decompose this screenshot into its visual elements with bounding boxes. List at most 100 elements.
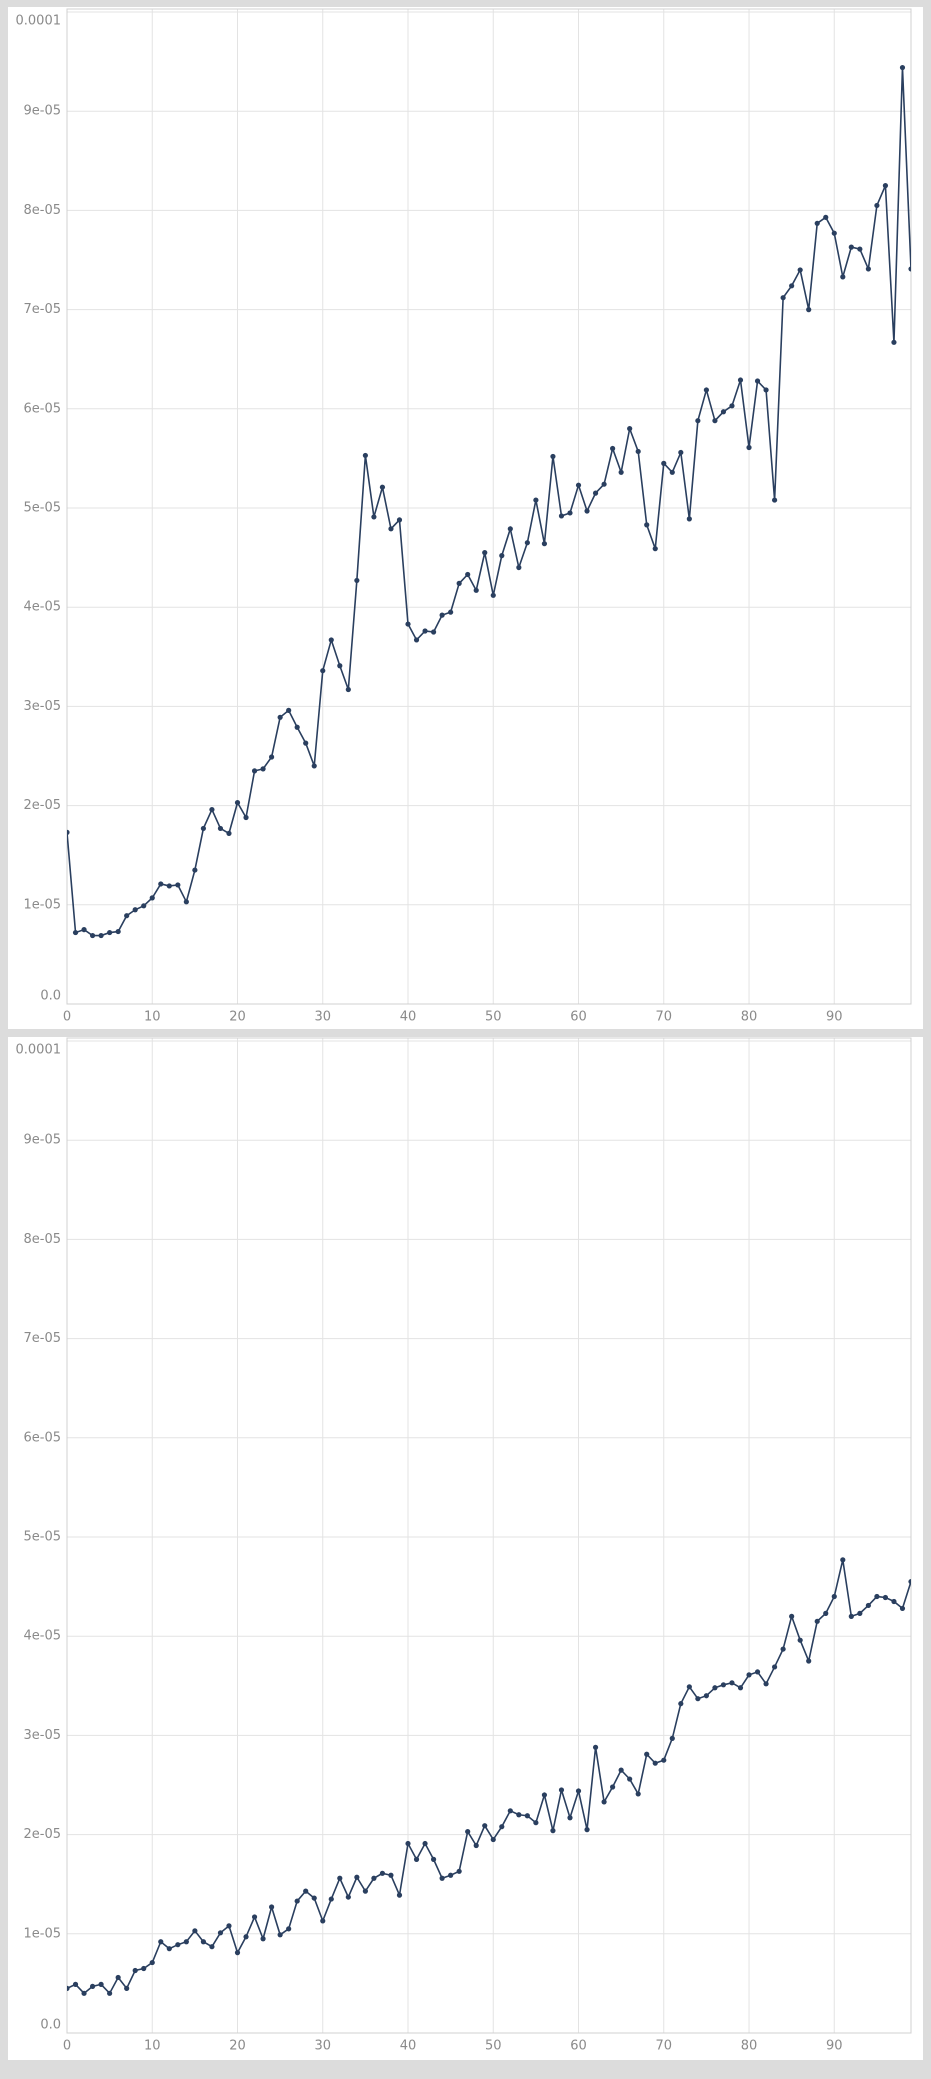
data-point [115, 928, 121, 935]
x-tick-label: 90 [826, 2039, 843, 2054]
y-tick-label: 5e-05 [23, 1530, 61, 1545]
y-tick-label: 0.0 [40, 2018, 61, 2033]
y-tick-label: 4e-05 [23, 600, 61, 615]
y-tick-label: 9e-05 [23, 1133, 61, 1148]
data-point [67, 1985, 70, 1991]
data-point [763, 1681, 769, 1687]
data-point [865, 266, 871, 272]
data-point [277, 714, 283, 720]
data-point [899, 1605, 906, 1612]
data-point [430, 1856, 437, 1862]
data-point [200, 1939, 207, 1945]
data-point [908, 1579, 911, 1585]
y-tick-label: 0.0001 [16, 1043, 62, 1058]
data-point [183, 1939, 189, 1945]
data-point [516, 1812, 522, 1818]
y-tick-label: 0.0 [40, 989, 61, 1004]
data-point [132, 907, 138, 913]
data-point [729, 1680, 735, 1686]
data-point [575, 482, 582, 488]
y-tick-label: 4e-05 [23, 1629, 61, 1644]
data-point [831, 230, 837, 236]
x-tick-label: 30 [314, 1010, 331, 1025]
data-point [703, 1693, 709, 1699]
data-point [524, 540, 530, 546]
data-point [439, 612, 445, 618]
y-tick-label: 5e-05 [23, 501, 61, 516]
data-point [311, 763, 317, 769]
data-point [678, 1701, 684, 1707]
data-point [899, 64, 906, 71]
x-tick-label: 10 [144, 1010, 161, 1025]
y-tick-label: 1e-05 [23, 1926, 61, 1941]
data-point [345, 686, 351, 693]
data-point [627, 1776, 633, 1782]
data-point [695, 418, 701, 424]
data-point [72, 929, 79, 936]
y-tick-label: 6e-05 [23, 1430, 61, 1445]
data-point [490, 592, 496, 598]
data-point [166, 1946, 172, 1952]
data-point [669, 1735, 675, 1741]
data-point [601, 481, 607, 487]
data-point [158, 1939, 164, 1945]
data-point [200, 825, 207, 832]
data-point [874, 202, 880, 209]
data-point [328, 637, 334, 643]
plot-border [66, 1037, 912, 2034]
data-point [823, 214, 829, 220]
data-point [379, 1870, 386, 1876]
data-point [908, 266, 911, 272]
data-point [891, 1598, 897, 1605]
data-point [413, 1856, 420, 1862]
y-tick-label: 2e-05 [23, 798, 61, 813]
data-point [149, 1959, 155, 1966]
y-tick-label: 2e-05 [23, 1827, 61, 1842]
x-tick-label: 50 [485, 1010, 502, 1025]
data-point [320, 668, 326, 674]
data-point [243, 814, 249, 821]
data-point [780, 1646, 786, 1652]
data-point [737, 377, 744, 383]
data-point [337, 1875, 343, 1881]
data-point [507, 526, 513, 532]
data-point [575, 1788, 582, 1794]
data-point [865, 1602, 871, 1609]
data-point [371, 1875, 377, 1881]
data-point [286, 707, 292, 713]
data-point [874, 1593, 880, 1600]
data-point [524, 1813, 530, 1819]
x-tick-label: 40 [400, 2039, 417, 2054]
data-point [712, 1685, 718, 1691]
data-point [251, 1914, 258, 1920]
data-point [814, 220, 820, 226]
x-tick-label: 10 [144, 2039, 161, 2054]
data-line [67, 67, 911, 937]
data-point [567, 510, 573, 516]
x-tick-label: 20 [229, 1010, 246, 1025]
y-tick-label: 3e-05 [23, 699, 61, 714]
x-tick-label: 40 [400, 1010, 417, 1025]
data-point [771, 497, 778, 503]
data-point [405, 621, 411, 627]
data-point [806, 1658, 812, 1664]
data-point [558, 1787, 565, 1793]
data-point [891, 339, 897, 345]
data-point [115, 1974, 121, 1981]
data-point [158, 881, 164, 887]
data-point [627, 426, 633, 432]
data-point [661, 1757, 667, 1763]
data-point [354, 577, 360, 584]
data-point [422, 628, 428, 634]
data-point [277, 1932, 283, 1938]
data-point [396, 1892, 403, 1898]
data-point [678, 449, 684, 456]
data-point [251, 768, 258, 774]
data-point [516, 564, 522, 571]
x-tick-label: 20 [229, 2039, 246, 2054]
data-point [269, 1904, 275, 1910]
panel [8, 7, 923, 1029]
data-point [558, 513, 565, 519]
data-point [175, 1942, 181, 1948]
